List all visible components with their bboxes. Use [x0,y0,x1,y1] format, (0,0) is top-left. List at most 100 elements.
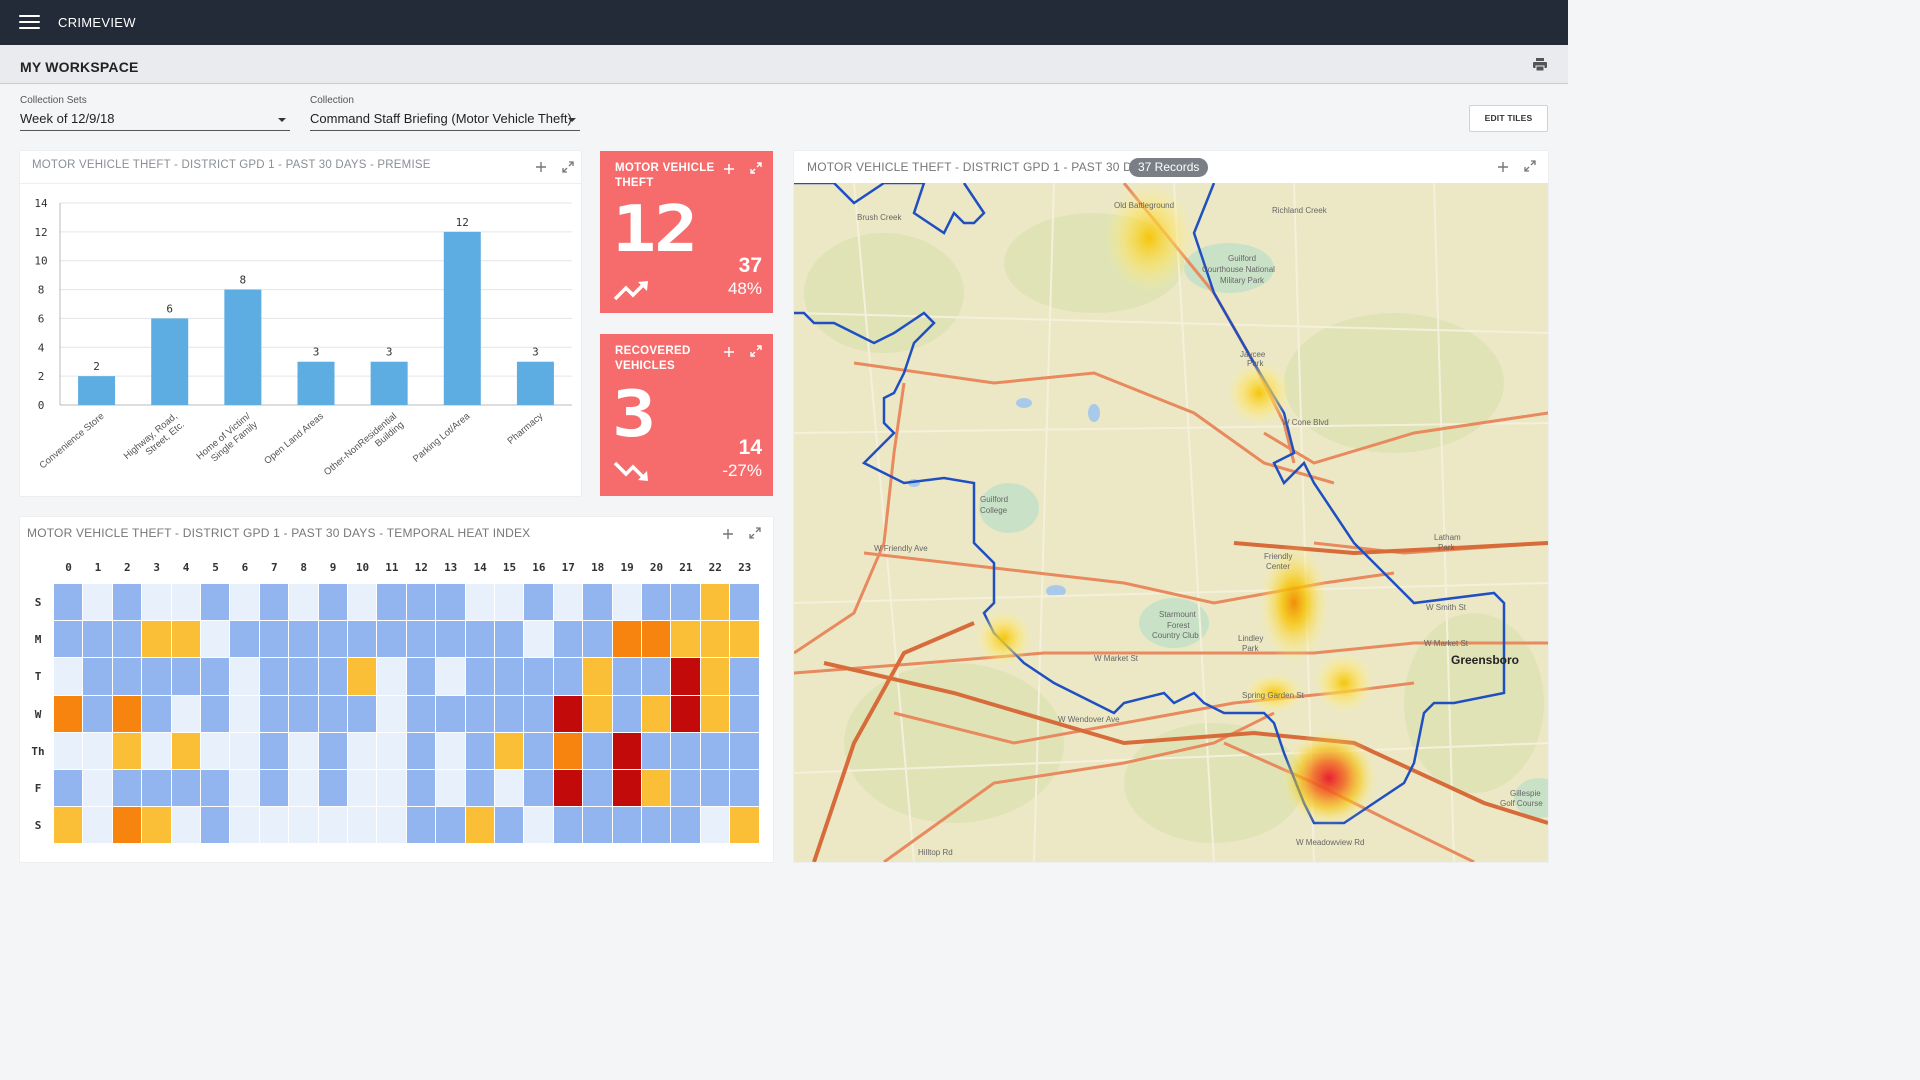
heat-cell[interactable] [348,695,378,733]
heat-cell[interactable] [112,732,143,770]
heat-cell[interactable] [142,807,172,845]
heat-cell[interactable] [259,807,290,845]
expand-icon[interactable] [749,527,761,539]
heat-cell[interactable] [671,807,701,845]
heat-cell[interactable] [671,695,701,733]
heat-cell[interactable] [671,584,701,622]
heat-cell[interactable] [524,770,554,808]
kpi-tile-recovered-vehicles[interactable]: RECOVERED VEHICLES 3 14 -27% [600,334,773,496]
heat-cell[interactable] [54,695,84,733]
heat-cell[interactable] [54,807,84,845]
heat-cell[interactable] [553,621,584,659]
heat-cell[interactable] [289,621,319,659]
heat-cell[interactable] [524,695,554,733]
heat-cell[interactable] [730,621,760,659]
heat-cell[interactable] [318,658,348,696]
heat-cell[interactable] [730,695,760,733]
heat-cell[interactable] [406,732,437,770]
expand-icon[interactable] [750,162,762,174]
heat-cell[interactable] [465,807,495,845]
heat-cell[interactable] [406,621,437,659]
heat-cell[interactable] [230,770,260,808]
heat-cell[interactable] [377,807,407,845]
heat-cell[interactable] [112,658,143,696]
heat-cell[interactable] [201,621,231,659]
heat-cell[interactable] [642,732,672,770]
heat-cell[interactable] [289,658,319,696]
print-icon[interactable] [1533,58,1547,71]
heat-cell[interactable] [642,807,672,845]
heat-cell[interactable] [54,621,84,659]
heat-cell[interactable] [230,621,260,659]
heat-cell[interactable] [671,658,701,696]
heat-cell[interactable] [54,658,84,696]
heat-cell[interactable] [83,695,113,733]
heat-cell[interactable] [612,658,642,696]
heat-cell[interactable] [54,732,84,770]
heat-cell[interactable] [730,807,760,845]
bar[interactable] [443,231,481,405]
expand-icon[interactable] [562,161,574,173]
heat-cell[interactable] [436,584,466,622]
heat-cell[interactable] [642,584,672,622]
bar[interactable] [151,318,189,405]
heat-cell[interactable] [318,695,348,733]
heat-cell[interactable] [465,658,495,696]
heat-cell[interactable] [171,807,201,845]
add-icon[interactable] [723,346,735,358]
heat-cell[interactable] [112,770,143,808]
heat-cell[interactable] [436,621,466,659]
expand-icon[interactable] [1524,160,1536,172]
bar[interactable] [224,289,262,405]
heat-cell[interactable] [112,621,143,659]
heat-cell[interactable] [54,584,84,622]
heat-cell[interactable] [259,732,290,770]
heat-cell[interactable] [171,695,201,733]
heat-cell[interactable] [318,584,348,622]
heat-cell[interactable] [495,658,525,696]
heat-cell[interactable] [583,807,613,845]
heat-cell[interactable] [642,770,672,808]
bar[interactable] [370,361,408,405]
heat-cell[interactable] [495,584,525,622]
heat-cell[interactable] [230,584,260,622]
heat-cell[interactable] [436,658,466,696]
heat-cell[interactable] [730,770,760,808]
heat-cell[interactable] [377,658,407,696]
heat-cell[interactable] [495,807,525,845]
heat-cell[interactable] [83,658,113,696]
heat-cell[interactable] [377,770,407,808]
heat-cell[interactable] [83,621,113,659]
collection-select[interactable]: Command Staff Briefing (Motor Vehicle Th… [310,109,580,131]
heat-cell[interactable] [700,695,731,733]
heat-cell[interactable] [671,732,701,770]
heat-cell[interactable] [171,584,201,622]
heat-cell[interactable] [142,584,172,622]
heat-cell[interactable] [612,584,642,622]
heat-cell[interactable] [348,770,378,808]
heat-cell[interactable] [524,658,554,696]
heat-cell[interactable] [112,695,143,733]
heat-cell[interactable] [436,807,466,845]
heat-cell[interactable] [612,807,642,845]
heat-cell[interactable] [700,584,731,622]
collection-sets-select[interactable]: Week of 12/9/18 [20,109,290,131]
heat-cell[interactable] [583,658,613,696]
heat-cell[interactable] [671,621,701,659]
heat-cell[interactable] [289,695,319,733]
heat-cell[interactable] [83,807,113,845]
heat-cell[interactable] [553,658,584,696]
heat-cell[interactable] [230,658,260,696]
heat-cell[interactable] [612,621,642,659]
heat-cell[interactable] [348,584,378,622]
kpi-tile-motor-vehicle-theft[interactable]: MOTOR VEHICLE THEFT 12 37 48% [600,151,773,313]
add-icon[interactable] [722,528,734,540]
add-icon[interactable] [1497,161,1509,173]
heat-cell[interactable] [583,695,613,733]
heat-cell[interactable] [465,770,495,808]
heat-cell[interactable] [700,621,731,659]
heat-cell[interactable] [201,732,231,770]
edit-tiles-button[interactable]: EDIT TILES [1469,105,1548,132]
heat-cell[interactable] [318,807,348,845]
heat-cell[interactable] [583,621,613,659]
